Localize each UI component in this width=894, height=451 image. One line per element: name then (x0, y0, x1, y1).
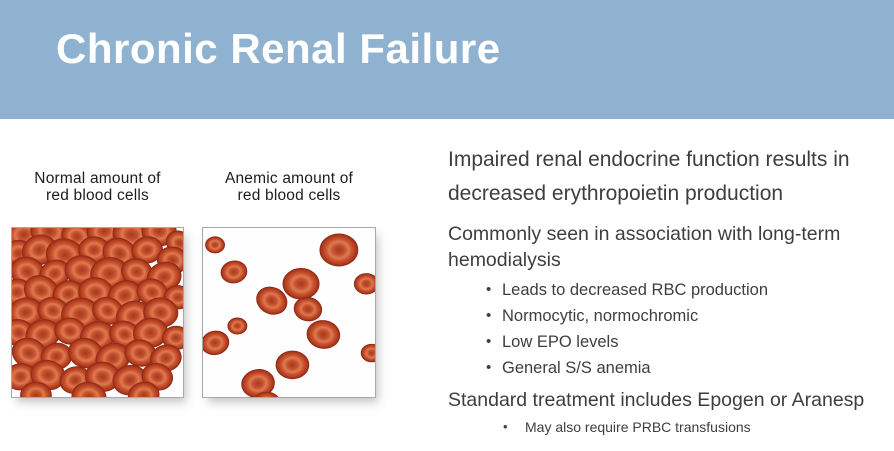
sub-bullet-item: May also require PRBC transfusions (448, 417, 888, 437)
slide-title: Chronic Renal Failure (56, 25, 501, 72)
bullet-item: Leads to decreased RBC production (448, 277, 888, 303)
bullet-item: Low EPO levels (448, 329, 888, 355)
figure-caption-text: Normal amount of red blood cells (34, 170, 161, 204)
association-paragraph: Commonly seen in association with long-t… (448, 221, 888, 273)
slide-header: Chronic Renal Failure (0, 0, 894, 119)
intro-paragraph: Impaired renal endocrine function result… (448, 143, 888, 211)
rbc-panel-normal (11, 227, 184, 398)
bullet-list: Leads to decreased RBC production Normoc… (448, 277, 888, 381)
treatment-paragraph: Standard treatment includes Epogen or Ar… (448, 389, 865, 411)
figure-anemic-rbc: Anemic amount of red blood cells (202, 170, 376, 398)
rbc-illustration-normal (12, 228, 183, 397)
association-line-1: Commonly seen in association with long-t… (448, 223, 841, 245)
association-line-2: hemodialysis (448, 249, 561, 271)
rbc-illustration-anemic (203, 233, 375, 397)
figure-caption-normal: Normal amount of red blood cells (11, 170, 184, 204)
rbc-panel-anemic (202, 227, 376, 398)
intro-line-1: Impaired renal endocrine function result… (448, 148, 850, 171)
bullet-item: Normocytic, normochromic (448, 303, 888, 329)
intro-line-2: decreased erythropoietin production (448, 182, 784, 205)
bullet-item: General S/S anemia (448, 355, 888, 381)
figure-caption-anemic: Anemic amount of red blood cells (202, 170, 376, 204)
sub-bullet-list: May also require PRBC transfusions (448, 417, 888, 437)
figure-normal-rbc: Normal amount of red blood cells (11, 170, 184, 398)
figure-caption-text: Anemic amount of red blood cells (224, 170, 354, 204)
content-area: Impaired renal endocrine function result… (448, 143, 888, 437)
